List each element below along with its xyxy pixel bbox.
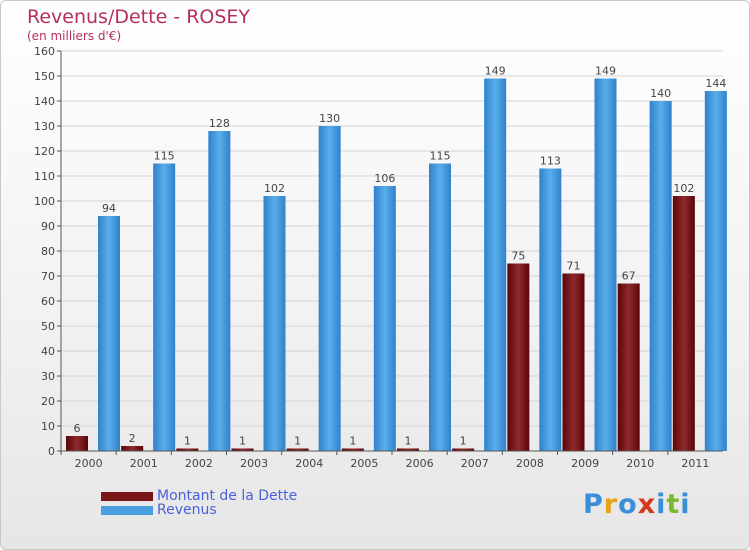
bar-revenus [98, 216, 120, 451]
logo-letter: i [656, 489, 667, 520]
y-tick-label: 80 [41, 245, 55, 258]
bar-revenus [539, 168, 562, 451]
bar-dette [562, 273, 585, 451]
y-tick-label: 120 [34, 145, 55, 158]
x-tick-label: 2005 [350, 457, 378, 470]
data-label: 1 [239, 435, 246, 448]
logo-letter: t [666, 489, 681, 520]
legend-label-dette: Montant de la Dette [157, 488, 298, 504]
bar-revenus [484, 78, 507, 451]
data-label: 71 [567, 260, 581, 273]
bar-dette [397, 448, 419, 451]
data-label: 102 [264, 182, 285, 195]
bar-dette [341, 448, 364, 451]
logo-letter: o [618, 489, 638, 520]
data-label: 102 [673, 182, 694, 195]
legend-item-dette: Montant de la Dette [101, 488, 298, 504]
y-tick-label: 20 [41, 395, 55, 408]
data-label: 1 [184, 435, 191, 448]
data-label: 94 [102, 202, 116, 215]
x-tick-label: 2004 [295, 457, 323, 470]
logo-letter: x [637, 489, 657, 520]
bar-dette [452, 448, 475, 451]
y-tick-label: 10 [41, 420, 55, 433]
y-axis-ticks: 0 10 20 30 40 50 60 70 80 90 100 110 120 130 140 150 160 [34, 45, 61, 458]
data-label: 1 [349, 435, 356, 448]
x-tick-label: 2002 [185, 457, 213, 470]
bar-dette [121, 446, 144, 451]
y-tick-label: 90 [41, 220, 55, 233]
chart-subtitle: (en milliers d'€) [27, 29, 122, 43]
data-label: 1 [294, 435, 301, 448]
y-tick-label: 140 [34, 95, 55, 108]
x-tick-label: 2001 [130, 457, 158, 470]
bar-dette [231, 448, 254, 451]
chart-title: Revenus/Dette - ROSEY [27, 6, 251, 28]
data-labels: 6 94 2 115 1 128 1 102 1 130 1 106 1 115 1 149 75 113 71 14… [74, 65, 727, 448]
x-tick-label: 2000 [75, 457, 103, 470]
logo-letter: i [680, 489, 691, 520]
data-label: 130 [319, 112, 340, 125]
y-tick-label: 0 [48, 445, 55, 458]
y-tick-label: 110 [34, 170, 55, 183]
data-label: 115 [154, 150, 175, 163]
y-tick-label: 130 [34, 120, 55, 133]
legend-swatch-revenus [101, 505, 153, 515]
y-tick-label: 100 [34, 195, 55, 208]
data-label: 115 [430, 150, 451, 163]
legend-item-revenus: Revenus [101, 502, 217, 518]
x-tick-label: 2011 [681, 457, 709, 470]
data-label: 67 [622, 270, 636, 283]
data-label: 106 [374, 172, 395, 185]
bar-dette [672, 196, 695, 451]
bar-revenus [429, 163, 451, 451]
data-label: 113 [540, 155, 561, 168]
data-label: 128 [209, 117, 230, 130]
bar-revenus [318, 126, 341, 451]
y-tick-label: 160 [34, 45, 55, 58]
y-tick-label: 150 [34, 70, 55, 83]
bar-dette [66, 436, 88, 451]
data-label: 149 [595, 65, 616, 78]
logo-letter: P [583, 489, 604, 520]
bar-dette [286, 448, 309, 451]
y-tick-label: 60 [41, 295, 55, 308]
data-label: 1 [460, 435, 467, 448]
logo-letter: r [603, 489, 619, 520]
legend-label-revenus: Revenus [157, 502, 217, 518]
x-tick-label: 2006 [406, 457, 434, 470]
bar-revenus [208, 131, 231, 451]
data-label: 149 [485, 65, 506, 78]
y-tick-label: 30 [41, 370, 55, 383]
data-label: 1 [405, 435, 412, 448]
bars [66, 78, 727, 451]
y-tick-label: 50 [41, 320, 55, 333]
bar-revenus [153, 163, 176, 451]
y-tick-label: 70 [41, 270, 55, 283]
bar-dette [507, 263, 530, 451]
bar-revenus [263, 196, 286, 451]
data-label: 6 [74, 422, 81, 435]
x-tick-label: 2008 [516, 457, 544, 470]
proxiti-logo: Proxiti [583, 489, 691, 520]
bar-dette [617, 283, 640, 451]
y-tick-label: 40 [41, 345, 55, 358]
x-axis-ticks: 2000 2001 2002 2003 2004 2005 2006 2007 2008 2009… [60, 451, 709, 470]
data-label: 2 [129, 432, 136, 445]
x-tick-label: 2009 [571, 457, 599, 470]
x-tick-label: 2003 [240, 457, 268, 470]
x-tick-label: 2010 [626, 457, 654, 470]
bar-revenus [594, 78, 617, 451]
data-label: 75 [511, 250, 525, 263]
legend-swatch-dette [101, 491, 153, 501]
data-label: 144 [705, 77, 726, 90]
x-tick-label: 2007 [461, 457, 489, 470]
bar-revenus [649, 101, 672, 451]
bar-revenus [704, 91, 727, 451]
bar-dette [176, 448, 199, 451]
data-label: 140 [650, 87, 671, 100]
bar-revenus [373, 186, 396, 451]
